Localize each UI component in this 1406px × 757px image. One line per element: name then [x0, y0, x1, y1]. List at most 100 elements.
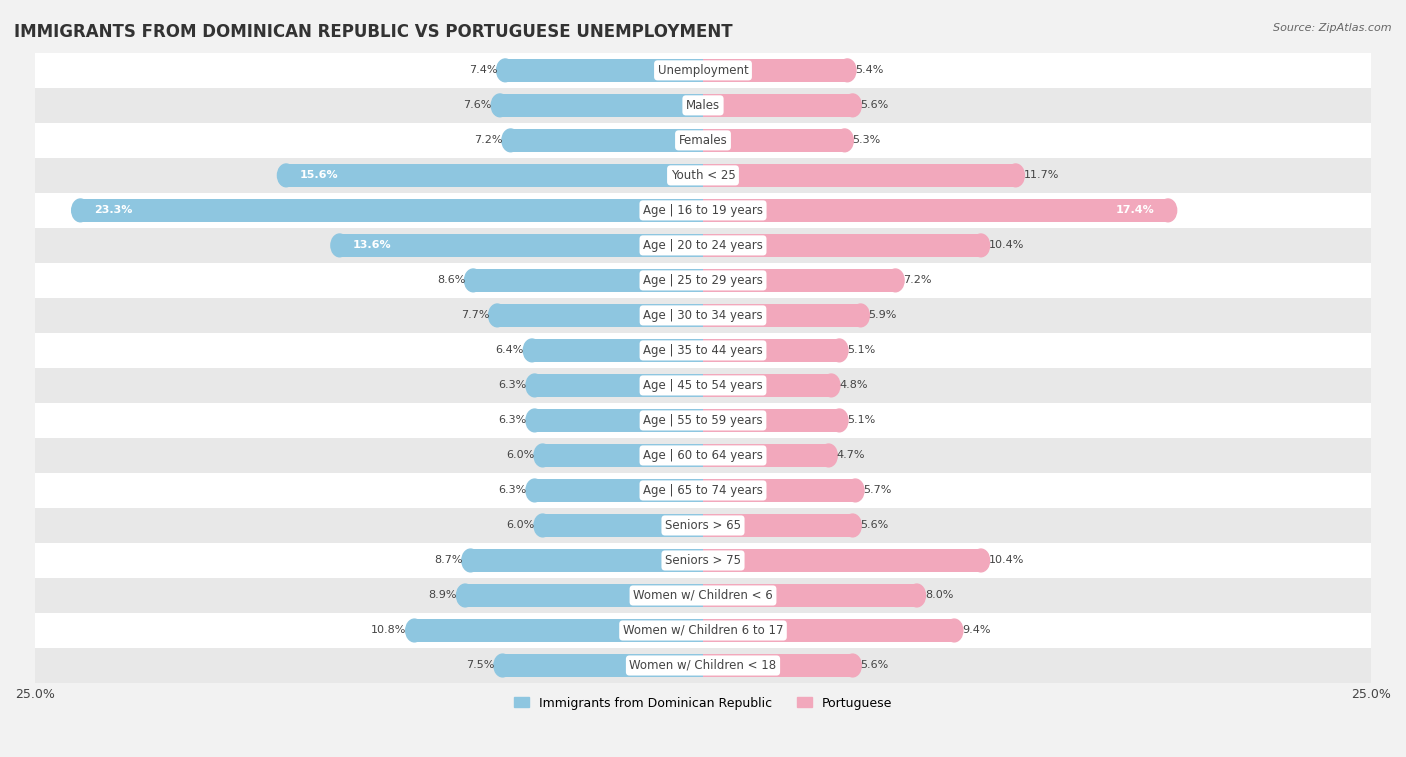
- Bar: [415, 619, 703, 642]
- Text: 7.5%: 7.5%: [467, 661, 495, 671]
- Bar: [35, 613, 1371, 648]
- Text: 7.2%: 7.2%: [474, 136, 502, 145]
- Text: 13.6%: 13.6%: [353, 241, 391, 251]
- Text: 6.3%: 6.3%: [498, 485, 527, 495]
- Bar: [502, 654, 703, 677]
- Bar: [340, 234, 703, 257]
- Text: 8.6%: 8.6%: [437, 276, 465, 285]
- Bar: [35, 228, 1371, 263]
- Text: 8.7%: 8.7%: [434, 556, 463, 565]
- Text: 4.7%: 4.7%: [837, 450, 865, 460]
- Bar: [703, 409, 839, 431]
- Text: 8.9%: 8.9%: [429, 590, 457, 600]
- Circle shape: [496, 59, 515, 82]
- Bar: [35, 53, 1371, 88]
- Bar: [534, 374, 703, 397]
- Text: Age | 25 to 29 years: Age | 25 to 29 years: [643, 274, 763, 287]
- Bar: [501, 94, 703, 117]
- Text: Females: Females: [679, 134, 727, 147]
- Text: 9.4%: 9.4%: [962, 625, 991, 635]
- Text: IMMIGRANTS FROM DOMINICAN REPUBLIC VS PORTUGUESE UNEMPLOYMENT: IMMIGRANTS FROM DOMINICAN REPUBLIC VS PO…: [14, 23, 733, 41]
- Text: 17.4%: 17.4%: [1116, 205, 1154, 216]
- Bar: [35, 368, 1371, 403]
- Circle shape: [277, 164, 295, 187]
- Circle shape: [945, 619, 963, 642]
- Text: 11.7%: 11.7%: [1024, 170, 1059, 180]
- Circle shape: [846, 479, 865, 502]
- Bar: [703, 619, 955, 642]
- Text: Source: ZipAtlas.com: Source: ZipAtlas.com: [1274, 23, 1392, 33]
- Circle shape: [502, 129, 519, 151]
- Circle shape: [972, 549, 990, 572]
- Circle shape: [908, 584, 925, 607]
- Circle shape: [534, 514, 551, 537]
- Bar: [543, 514, 703, 537]
- Circle shape: [491, 94, 509, 117]
- Text: 23.3%: 23.3%: [94, 205, 132, 216]
- Circle shape: [526, 374, 543, 397]
- Circle shape: [831, 339, 848, 362]
- Text: 5.1%: 5.1%: [848, 416, 876, 425]
- Text: 10.4%: 10.4%: [988, 556, 1025, 565]
- Bar: [531, 339, 703, 362]
- Bar: [35, 578, 1371, 613]
- Text: Unemployment: Unemployment: [658, 64, 748, 77]
- Circle shape: [837, 129, 853, 151]
- Bar: [35, 88, 1371, 123]
- Bar: [703, 654, 852, 677]
- Text: 6.3%: 6.3%: [498, 416, 527, 425]
- Text: Age | 55 to 59 years: Age | 55 to 59 years: [643, 414, 763, 427]
- Circle shape: [526, 409, 543, 431]
- Circle shape: [330, 234, 349, 257]
- Circle shape: [838, 59, 856, 82]
- Text: 10.4%: 10.4%: [988, 241, 1025, 251]
- Bar: [35, 438, 1371, 473]
- Text: 5.1%: 5.1%: [848, 345, 876, 356]
- Circle shape: [887, 269, 904, 291]
- Text: 5.9%: 5.9%: [869, 310, 897, 320]
- Text: 5.6%: 5.6%: [860, 101, 889, 111]
- Text: 10.8%: 10.8%: [371, 625, 406, 635]
- Circle shape: [972, 234, 990, 257]
- Bar: [35, 508, 1371, 543]
- Bar: [534, 409, 703, 431]
- Text: Age | 45 to 54 years: Age | 45 to 54 years: [643, 379, 763, 392]
- Text: Age | 35 to 44 years: Age | 35 to 44 years: [643, 344, 763, 357]
- Bar: [703, 234, 981, 257]
- Text: 7.2%: 7.2%: [904, 276, 932, 285]
- Text: Seniors > 75: Seniors > 75: [665, 554, 741, 567]
- Text: 7.6%: 7.6%: [464, 101, 492, 111]
- Circle shape: [488, 304, 506, 327]
- Bar: [35, 648, 1371, 683]
- Bar: [35, 403, 1371, 438]
- Text: 5.6%: 5.6%: [860, 661, 889, 671]
- Circle shape: [831, 409, 848, 431]
- Bar: [465, 584, 703, 607]
- Text: 4.8%: 4.8%: [839, 381, 868, 391]
- Text: 5.7%: 5.7%: [863, 485, 891, 495]
- Text: 6.0%: 6.0%: [506, 450, 534, 460]
- Circle shape: [1007, 164, 1025, 187]
- Bar: [35, 193, 1371, 228]
- Text: Women w/ Children < 6: Women w/ Children < 6: [633, 589, 773, 602]
- Bar: [35, 543, 1371, 578]
- Bar: [703, 129, 845, 151]
- Text: 6.3%: 6.3%: [498, 381, 527, 391]
- Bar: [35, 158, 1371, 193]
- Bar: [534, 479, 703, 502]
- Text: Women w/ Children < 18: Women w/ Children < 18: [630, 659, 776, 672]
- Circle shape: [852, 304, 869, 327]
- Circle shape: [494, 654, 512, 677]
- Text: 5.3%: 5.3%: [852, 136, 882, 145]
- Bar: [474, 269, 703, 291]
- Bar: [80, 199, 703, 222]
- Text: Seniors > 65: Seniors > 65: [665, 519, 741, 532]
- Bar: [498, 304, 703, 327]
- Circle shape: [1160, 199, 1177, 222]
- Circle shape: [534, 444, 551, 467]
- Circle shape: [457, 584, 474, 607]
- Bar: [703, 374, 831, 397]
- Circle shape: [844, 94, 862, 117]
- Bar: [510, 129, 703, 151]
- Bar: [703, 199, 1168, 222]
